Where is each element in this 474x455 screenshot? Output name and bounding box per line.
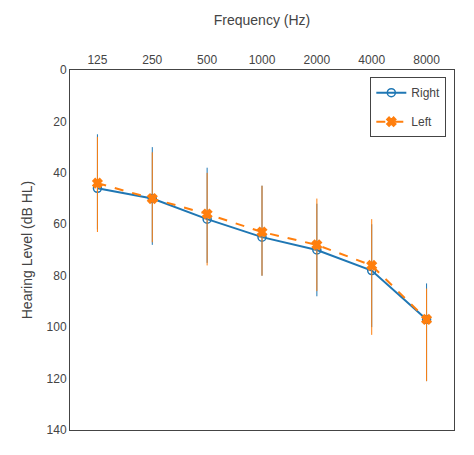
svg-text:8000: 8000	[413, 53, 440, 67]
svg-text:100: 100	[47, 320, 67, 334]
svg-text:80: 80	[53, 269, 67, 283]
svg-text:Right: Right	[411, 86, 440, 100]
svg-text:140: 140	[47, 423, 67, 437]
svg-text:4000: 4000	[358, 53, 385, 67]
svg-text:0: 0	[60, 63, 67, 77]
svg-text:Frequency (Hz): Frequency (Hz)	[214, 12, 310, 28]
svg-text:40: 40	[53, 166, 67, 180]
svg-text:1000: 1000	[249, 53, 276, 67]
svg-text:Hearing Level (dB HL): Hearing Level (dB HL)	[19, 181, 35, 320]
svg-text:20: 20	[53, 115, 67, 129]
svg-text:125: 125	[87, 53, 107, 67]
svg-text:120: 120	[47, 372, 67, 386]
svg-text:60: 60	[53, 217, 67, 231]
svg-text:250: 250	[142, 53, 162, 67]
svg-text:Left: Left	[411, 115, 432, 129]
svg-text:2000: 2000	[304, 53, 331, 67]
svg-text:500: 500	[197, 53, 217, 67]
